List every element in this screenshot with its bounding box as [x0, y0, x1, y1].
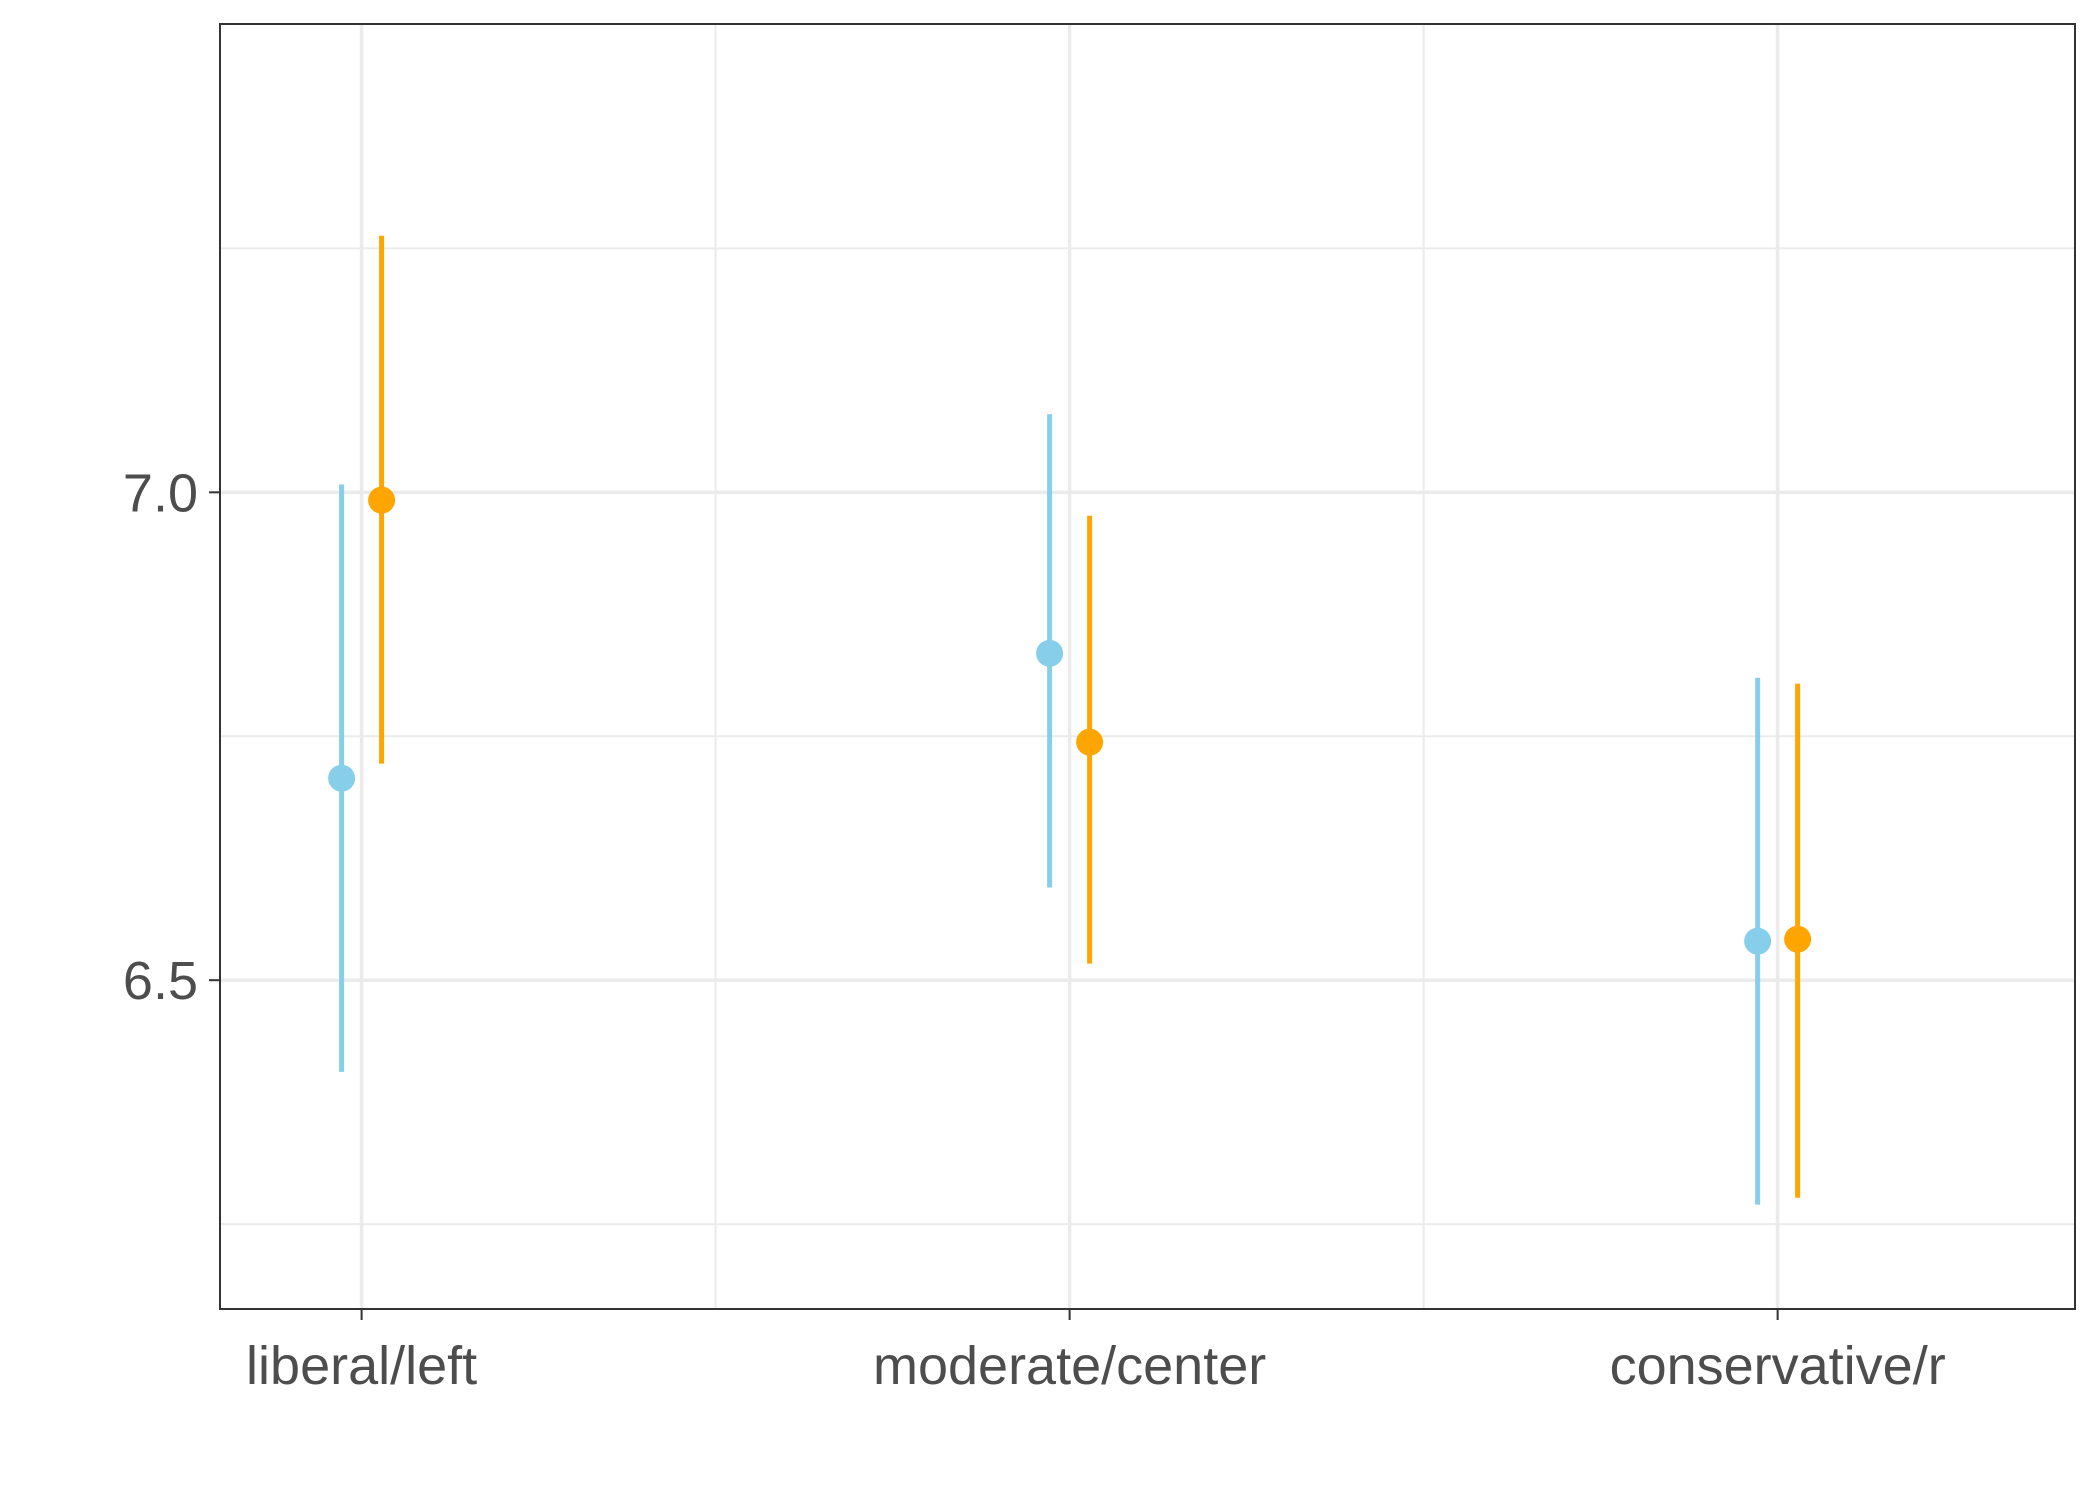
data-point [368, 486, 396, 514]
axis-ticks [209, 491, 1779, 1320]
data-marks [328, 235, 1812, 1205]
data-point [328, 764, 356, 792]
data-point [1076, 728, 1104, 756]
axis-tick-labels: 6.5 7.0 liberal/left moderate/center conserv… [123, 463, 1946, 1396]
panel-border [219, 23, 2076, 1310]
y-tick-label: 7.0 [123, 463, 198, 523]
x-tick-label: liberal/left [246, 1336, 477, 1396]
x-tick-label: moderate/center [873, 1336, 1266, 1396]
major-gridlines [220, 24, 2075, 1309]
y-tick-label: 6.5 [123, 951, 198, 1011]
minor-gridlines [220, 24, 2075, 1309]
x-tick-label: conservative/r [1610, 1336, 1946, 1396]
data-point [1036, 639, 1064, 667]
data-point [1784, 925, 1812, 953]
data-point [1744, 927, 1772, 955]
